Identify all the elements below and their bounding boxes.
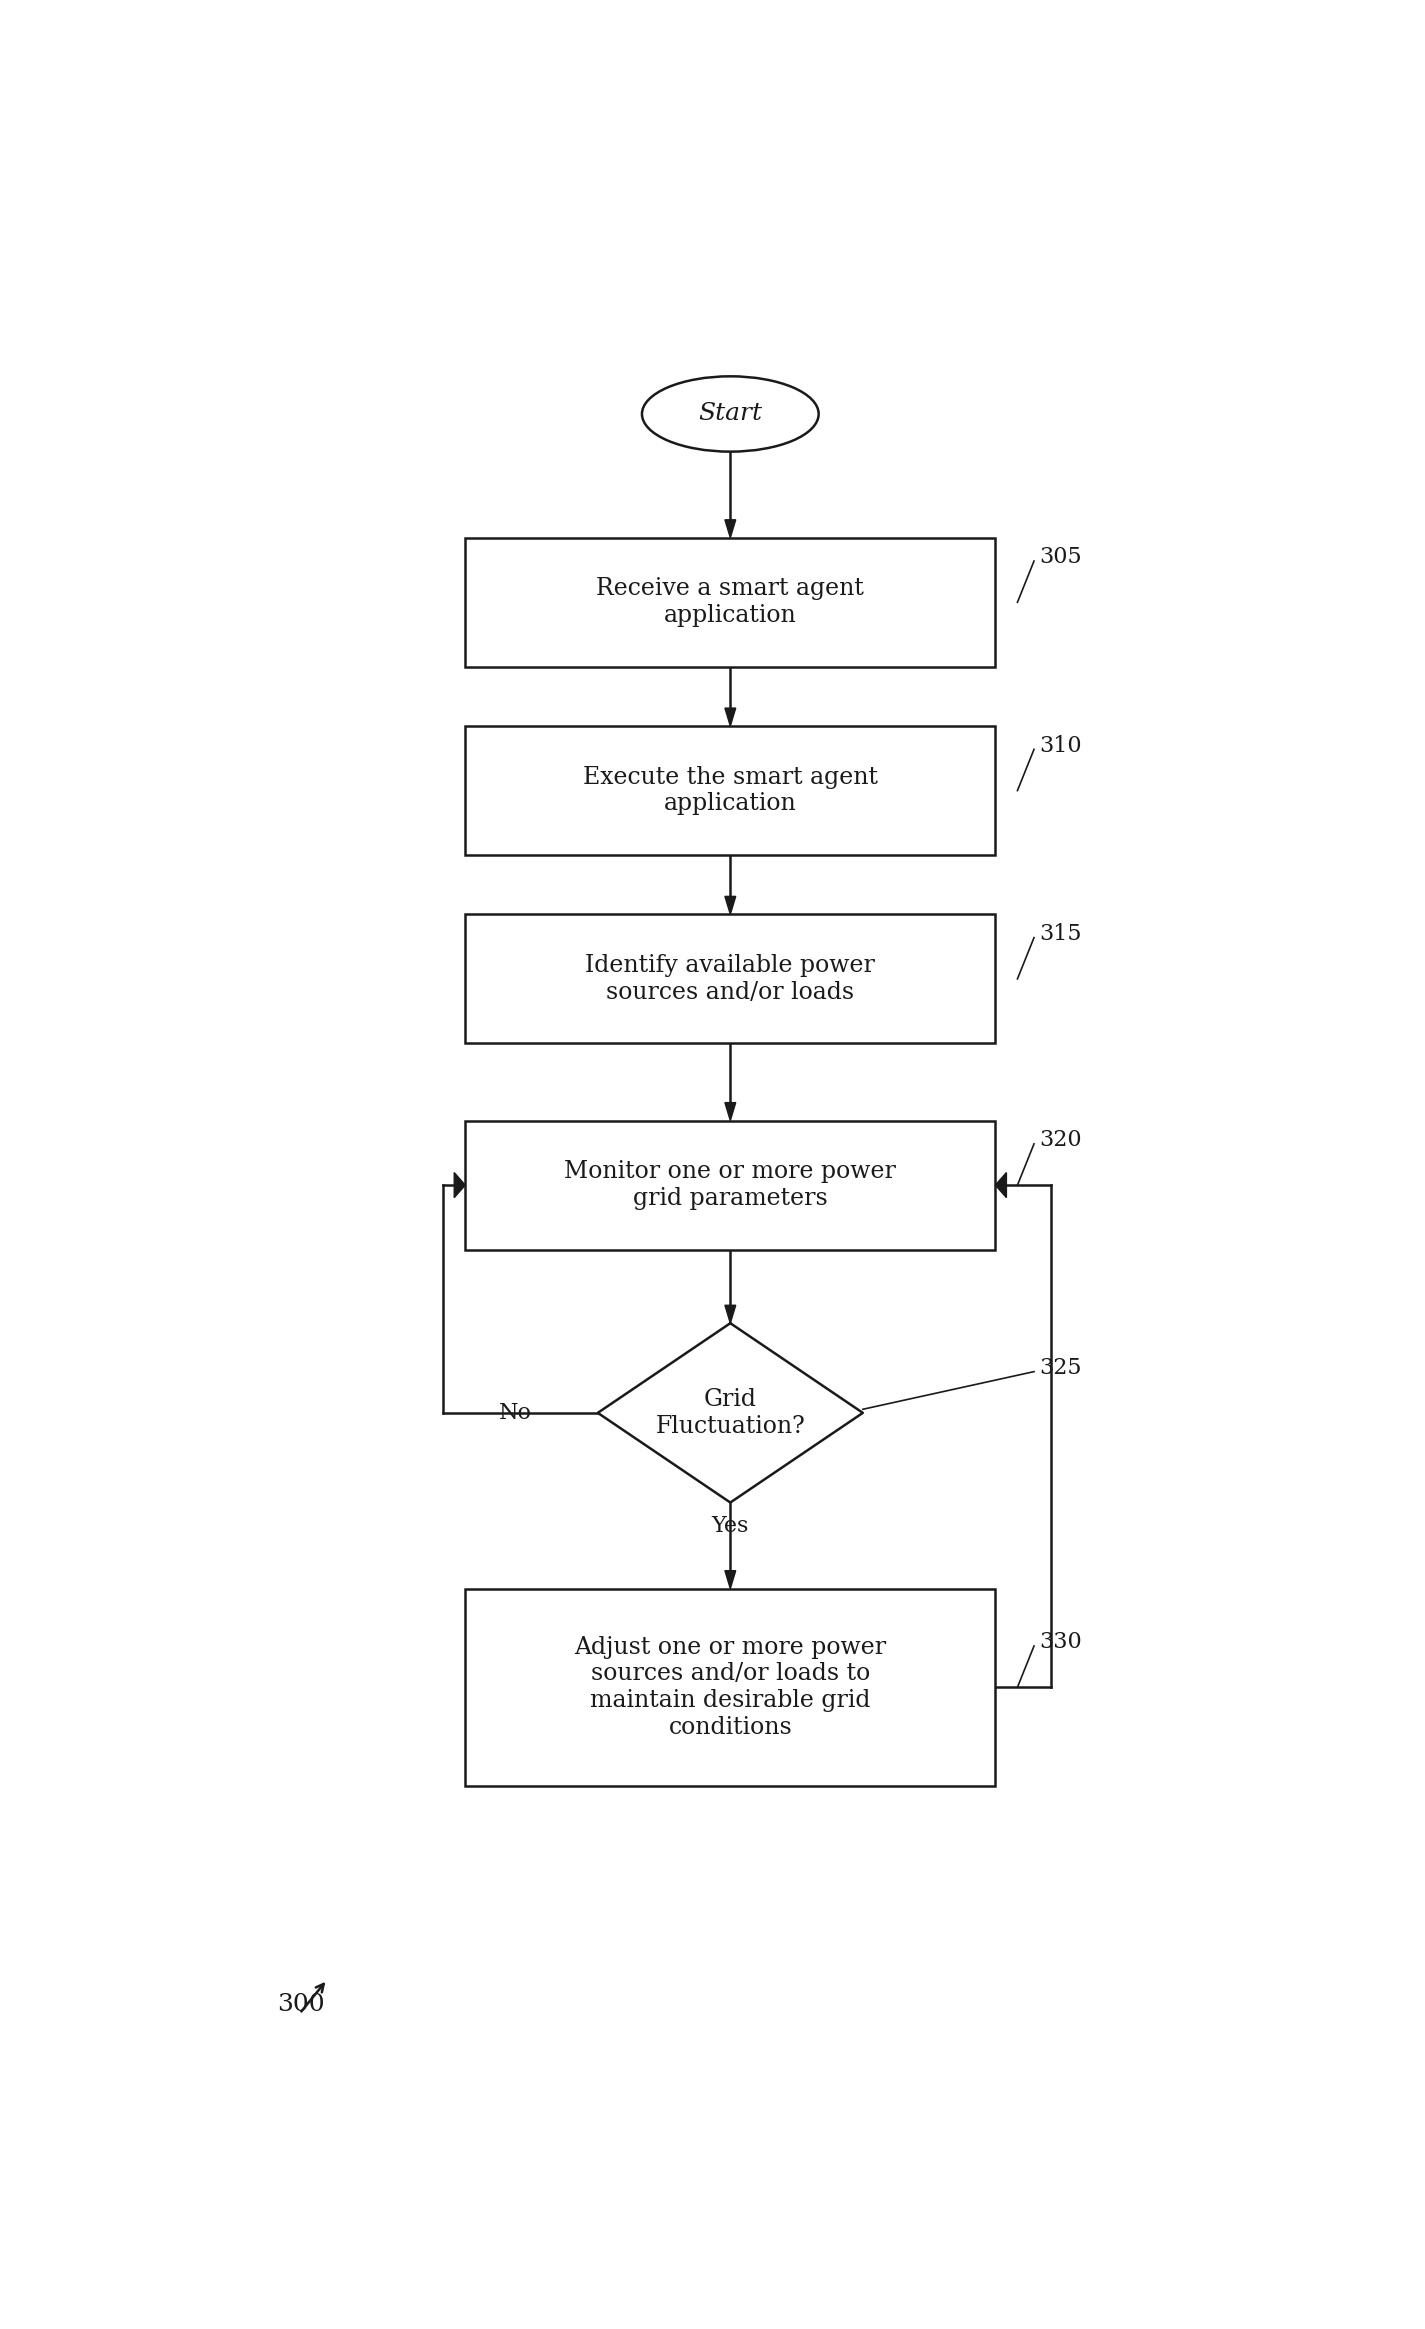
Polygon shape — [725, 708, 735, 727]
Text: Yes: Yes — [711, 1514, 750, 1537]
Text: No: No — [499, 1402, 532, 1423]
Bar — [465, 727, 995, 855]
Polygon shape — [725, 1102, 735, 1120]
Bar — [465, 538, 995, 666]
Text: 305: 305 — [1039, 547, 1082, 568]
Polygon shape — [725, 1304, 735, 1323]
Text: Grid
Fluctuation?: Grid Fluctuation? — [656, 1388, 805, 1437]
Polygon shape — [725, 1570, 735, 1588]
Text: 330: 330 — [1039, 1630, 1082, 1654]
Text: 325: 325 — [1039, 1358, 1082, 1379]
Polygon shape — [455, 1171, 465, 1197]
Bar — [465, 1120, 995, 1251]
Text: Adjust one or more power
sources and/or loads to
maintain desirable grid
conditi: Adjust one or more power sources and/or … — [574, 1635, 886, 1740]
Polygon shape — [995, 1171, 1006, 1197]
Text: Start: Start — [698, 403, 762, 426]
Text: 315: 315 — [1039, 922, 1082, 946]
Bar — [465, 915, 995, 1043]
Text: 310: 310 — [1039, 734, 1082, 757]
Polygon shape — [725, 897, 735, 915]
Polygon shape — [598, 1323, 862, 1502]
Text: Receive a smart agent
application: Receive a smart agent application — [597, 578, 864, 627]
Text: 300: 300 — [278, 1994, 325, 2017]
Text: Monitor one or more power
grid parameters: Monitor one or more power grid parameter… — [564, 1160, 896, 1209]
Bar — [465, 1588, 995, 1786]
Polygon shape — [725, 519, 735, 538]
Ellipse shape — [641, 377, 818, 452]
Text: 320: 320 — [1039, 1130, 1082, 1151]
Text: Execute the smart agent
application: Execute the smart agent application — [583, 766, 878, 815]
Text: Identify available power
sources and/or loads: Identify available power sources and/or … — [586, 955, 875, 1004]
